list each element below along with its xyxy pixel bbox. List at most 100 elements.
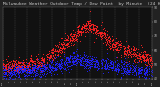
Point bbox=[11, 62, 14, 64]
Point bbox=[91, 59, 93, 60]
Point bbox=[41, 67, 43, 68]
Point bbox=[24, 69, 27, 71]
Point bbox=[126, 69, 128, 70]
Point bbox=[122, 67, 124, 68]
Point bbox=[50, 69, 52, 70]
Point bbox=[91, 59, 94, 60]
Point bbox=[12, 65, 14, 66]
Point bbox=[65, 46, 68, 48]
Point bbox=[49, 66, 52, 67]
Point bbox=[42, 53, 45, 54]
Point bbox=[113, 67, 116, 69]
Point bbox=[88, 62, 90, 63]
Point bbox=[104, 60, 106, 61]
Point bbox=[7, 70, 10, 71]
Point bbox=[48, 71, 50, 72]
Point bbox=[93, 24, 96, 25]
Point bbox=[70, 62, 73, 63]
Point bbox=[15, 75, 17, 77]
Point bbox=[45, 65, 47, 66]
Point bbox=[81, 26, 83, 27]
Point bbox=[145, 58, 147, 59]
Point bbox=[76, 30, 79, 31]
Point bbox=[5, 74, 7, 75]
Point bbox=[132, 46, 134, 47]
Point bbox=[99, 32, 102, 33]
Point bbox=[43, 74, 45, 75]
Point bbox=[78, 33, 80, 35]
Point bbox=[109, 47, 111, 48]
Point bbox=[47, 68, 50, 70]
Point bbox=[53, 66, 56, 68]
Point bbox=[34, 66, 36, 68]
Point bbox=[22, 63, 24, 64]
Point bbox=[145, 66, 148, 67]
Point bbox=[29, 57, 31, 59]
Point bbox=[148, 58, 151, 59]
Point bbox=[118, 49, 120, 50]
Point bbox=[85, 25, 88, 26]
Point bbox=[52, 73, 55, 74]
Point bbox=[67, 43, 69, 45]
Point bbox=[25, 65, 27, 67]
Point bbox=[4, 66, 7, 68]
Point bbox=[9, 64, 11, 65]
Point bbox=[146, 71, 148, 72]
Point bbox=[56, 54, 58, 55]
Point bbox=[68, 45, 71, 47]
Point bbox=[7, 67, 9, 69]
Point bbox=[82, 26, 84, 27]
Point bbox=[83, 55, 86, 56]
Point bbox=[130, 53, 132, 55]
Point bbox=[85, 25, 88, 26]
Point bbox=[38, 64, 40, 66]
Point bbox=[49, 68, 52, 69]
Point bbox=[17, 70, 20, 71]
Point bbox=[104, 66, 106, 68]
Point bbox=[10, 73, 13, 74]
Point bbox=[94, 31, 97, 32]
Point bbox=[75, 34, 77, 36]
Point bbox=[60, 44, 63, 45]
Point bbox=[1, 66, 4, 67]
Point bbox=[50, 74, 53, 76]
Point bbox=[74, 59, 77, 60]
Point bbox=[59, 48, 61, 49]
Point bbox=[93, 29, 95, 30]
Point bbox=[36, 59, 39, 60]
Point bbox=[138, 54, 140, 55]
Point bbox=[124, 49, 126, 51]
Point bbox=[95, 25, 97, 26]
Point bbox=[66, 43, 68, 44]
Point bbox=[88, 28, 91, 29]
Point bbox=[31, 76, 34, 77]
Point bbox=[96, 60, 99, 61]
Point bbox=[145, 71, 147, 72]
Point bbox=[106, 31, 108, 32]
Point bbox=[76, 60, 79, 62]
Point bbox=[48, 53, 50, 54]
Point bbox=[88, 25, 91, 26]
Point bbox=[83, 52, 85, 53]
Point bbox=[18, 68, 21, 69]
Point bbox=[18, 69, 21, 70]
Point bbox=[73, 41, 75, 42]
Point bbox=[110, 67, 112, 68]
Point bbox=[16, 61, 19, 62]
Point bbox=[73, 33, 76, 35]
Point bbox=[27, 69, 30, 71]
Point bbox=[28, 72, 31, 74]
Point bbox=[107, 47, 110, 48]
Point bbox=[103, 64, 106, 66]
Point bbox=[2, 65, 4, 67]
Point bbox=[42, 60, 44, 62]
Point bbox=[119, 43, 121, 45]
Point bbox=[74, 37, 76, 39]
Point bbox=[106, 53, 109, 54]
Point bbox=[60, 66, 63, 68]
Point bbox=[149, 64, 151, 66]
Point bbox=[22, 63, 24, 64]
Point bbox=[42, 69, 44, 71]
Point bbox=[116, 68, 119, 70]
Point bbox=[129, 66, 132, 68]
